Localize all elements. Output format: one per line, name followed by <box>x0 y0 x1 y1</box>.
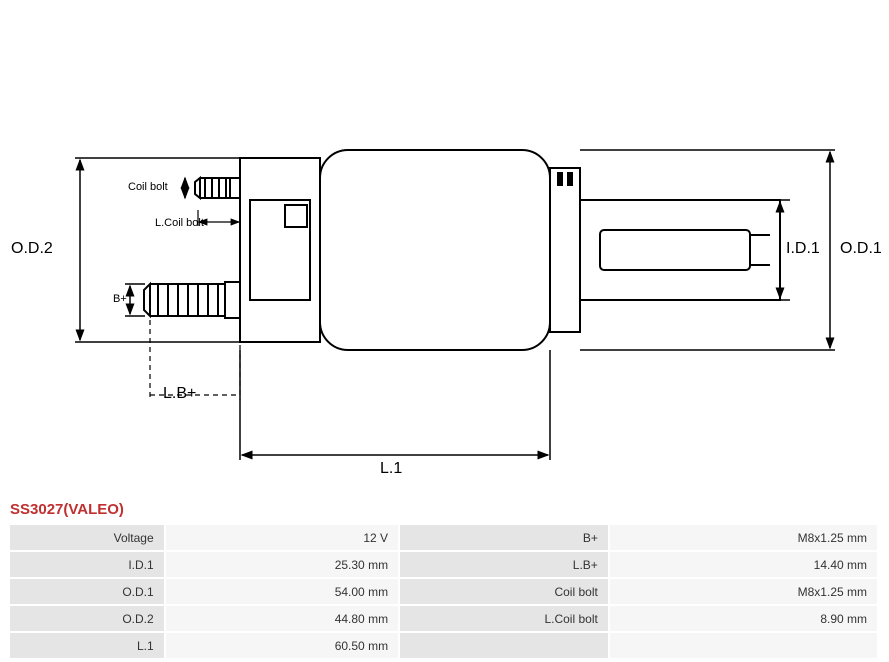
diagram-svg <box>0 0 889 495</box>
spec-value: 44.80 mm <box>166 606 398 631</box>
label-lbplus: L.B+ <box>163 385 196 403</box>
spec-key: L.1 <box>10 633 164 658</box>
spec-key: I.D.1 <box>10 552 164 577</box>
technical-diagram: O.D.2 O.D.1 I.D.1 L.1 L.B+ B+ Coil bolt … <box>0 0 889 495</box>
spec-key: Voltage <box>10 525 164 550</box>
spec-key <box>400 633 608 658</box>
spec-value: M8x1.25 mm <box>610 525 877 550</box>
spec-value: 8.90 mm <box>610 606 877 631</box>
table-row: Voltage 12 V B+ M8x1.25 mm <box>10 525 877 550</box>
label-lcoilbolt: L.Coil bolt <box>155 217 204 229</box>
spec-key: O.D.2 <box>10 606 164 631</box>
spec-value <box>610 633 877 658</box>
label-od2: O.D.2 <box>11 240 53 258</box>
spec-key: L.B+ <box>400 552 608 577</box>
table-row: O.D.1 54.00 mm Coil bolt M8x1.25 mm <box>10 579 877 604</box>
part-title: SS3027(VALEO) <box>10 501 124 518</box>
label-coilbolt: Coil bolt <box>128 181 168 193</box>
spec-key: O.D.1 <box>10 579 164 604</box>
spec-value: 54.00 mm <box>166 579 398 604</box>
spec-value: 25.30 mm <box>166 552 398 577</box>
table-row: O.D.2 44.80 mm L.Coil bolt 8.90 mm <box>10 606 877 631</box>
spec-table: Voltage 12 V B+ M8x1.25 mm I.D.1 25.30 m… <box>8 523 879 660</box>
spec-value: 12 V <box>166 525 398 550</box>
spec-value: 60.50 mm <box>166 633 398 658</box>
spec-value: M8x1.25 mm <box>610 579 877 604</box>
spec-key: L.Coil bolt <box>400 606 608 631</box>
spec-value: 14.40 mm <box>610 552 877 577</box>
label-bplus: B+ <box>113 293 127 305</box>
table-row: I.D.1 25.30 mm L.B+ 14.40 mm <box>10 552 877 577</box>
label-l1: L.1 <box>380 460 402 478</box>
table-row: L.1 60.50 mm <box>10 633 877 658</box>
spec-key: B+ <box>400 525 608 550</box>
label-id1: I.D.1 <box>786 240 820 258</box>
spec-key: Coil bolt <box>400 579 608 604</box>
label-od1: O.D.1 <box>840 240 882 258</box>
